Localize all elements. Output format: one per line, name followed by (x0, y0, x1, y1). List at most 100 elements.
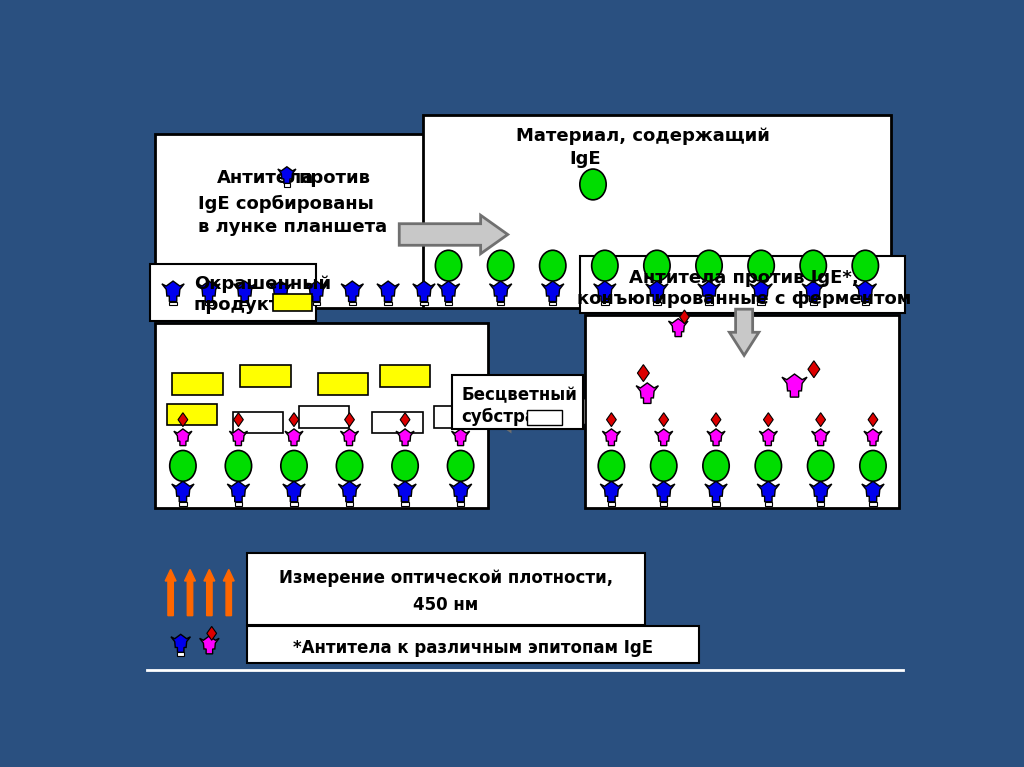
Bar (423, 115, 891, 308)
Text: IgE сорбированы: IgE сорбированы (198, 195, 374, 212)
Ellipse shape (650, 450, 677, 481)
Ellipse shape (281, 450, 307, 481)
Polygon shape (764, 413, 773, 426)
Bar (276, 301, 285, 305)
FancyArrow shape (165, 569, 176, 616)
Polygon shape (802, 281, 824, 301)
Text: субстрат: субстрат (461, 408, 546, 426)
Ellipse shape (860, 450, 886, 481)
Polygon shape (269, 281, 292, 301)
Polygon shape (750, 281, 772, 301)
Polygon shape (759, 429, 777, 446)
Bar (869, 502, 877, 505)
Bar (653, 301, 660, 305)
Bar (434, 407, 477, 428)
Bar (758, 301, 765, 305)
Bar (290, 502, 298, 505)
Ellipse shape (540, 250, 566, 281)
Bar (155, 323, 488, 508)
Polygon shape (345, 413, 354, 426)
Ellipse shape (580, 169, 606, 200)
Polygon shape (171, 634, 190, 652)
Bar (284, 183, 290, 186)
Text: в лунке планшета: в лунке планшета (198, 218, 387, 235)
Bar (241, 365, 291, 387)
Bar (765, 502, 772, 505)
Bar (601, 301, 608, 305)
Polygon shape (705, 481, 727, 502)
Bar (527, 410, 562, 425)
Polygon shape (377, 281, 399, 301)
Bar (607, 502, 615, 505)
Polygon shape (489, 281, 512, 301)
Polygon shape (637, 364, 649, 381)
FancyArrow shape (399, 216, 508, 254)
Polygon shape (340, 429, 358, 446)
Polygon shape (602, 429, 621, 446)
FancyBboxPatch shape (247, 552, 645, 625)
Bar (177, 652, 184, 656)
Text: Окрашенный: Окрашенный (194, 275, 331, 293)
Polygon shape (808, 360, 820, 377)
Polygon shape (636, 383, 658, 403)
Polygon shape (200, 636, 219, 653)
Bar (420, 301, 428, 305)
Bar (444, 301, 453, 305)
FancyBboxPatch shape (247, 626, 699, 663)
Bar (205, 301, 213, 305)
Ellipse shape (800, 250, 826, 281)
Polygon shape (178, 413, 187, 426)
Bar (155, 134, 442, 308)
Polygon shape (594, 281, 616, 301)
Polygon shape (450, 481, 472, 502)
Polygon shape (394, 481, 416, 502)
Text: Измерение оптической плотности,: Измерение оптической плотности, (279, 569, 612, 588)
Ellipse shape (592, 250, 618, 281)
Text: IgE: IgE (569, 150, 601, 168)
Bar (232, 412, 283, 433)
Polygon shape (542, 281, 564, 301)
Polygon shape (782, 374, 807, 397)
Polygon shape (172, 481, 195, 502)
Polygon shape (868, 413, 878, 426)
Polygon shape (698, 281, 720, 301)
Polygon shape (305, 281, 328, 301)
Bar (346, 502, 353, 505)
Ellipse shape (392, 450, 418, 481)
Polygon shape (341, 281, 364, 301)
Ellipse shape (225, 450, 252, 481)
Polygon shape (198, 281, 220, 301)
Bar (713, 502, 720, 505)
Bar (660, 502, 668, 505)
Bar (380, 365, 430, 387)
Bar (312, 301, 321, 305)
Polygon shape (864, 429, 882, 446)
Text: конъюгированные с ферментом: конъюгированные с ферментом (577, 290, 911, 308)
Polygon shape (854, 281, 877, 301)
Ellipse shape (336, 450, 362, 481)
Polygon shape (338, 481, 360, 502)
Bar (861, 301, 869, 305)
FancyArrow shape (204, 569, 215, 616)
Bar (810, 301, 817, 305)
Polygon shape (812, 429, 829, 446)
FancyBboxPatch shape (150, 264, 315, 321)
Ellipse shape (447, 450, 474, 481)
Polygon shape (233, 281, 256, 301)
Polygon shape (207, 627, 217, 640)
Polygon shape (400, 413, 410, 426)
Ellipse shape (755, 450, 781, 481)
Ellipse shape (696, 250, 722, 281)
Polygon shape (654, 429, 673, 446)
Text: 450 нм: 450 нм (413, 597, 478, 614)
Bar (317, 373, 369, 395)
FancyArrow shape (184, 569, 196, 616)
Bar (167, 404, 217, 426)
Text: Антитела против IgE*,: Антитела против IgE*, (630, 269, 859, 287)
Bar (706, 301, 713, 305)
Ellipse shape (435, 250, 462, 281)
Polygon shape (757, 481, 779, 502)
Polygon shape (452, 429, 470, 446)
Polygon shape (646, 281, 668, 301)
Polygon shape (600, 481, 623, 502)
